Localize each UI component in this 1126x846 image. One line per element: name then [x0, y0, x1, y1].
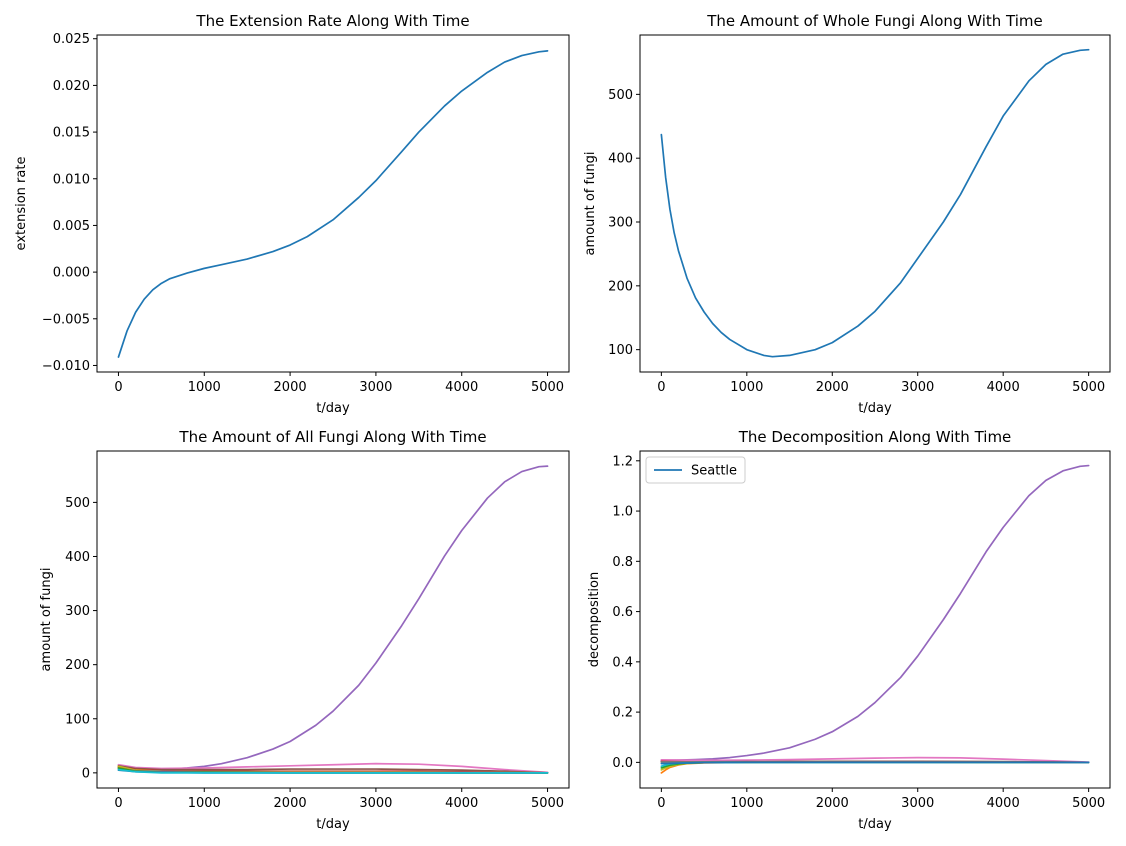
y-tick-label: 0.005 [53, 219, 90, 234]
y-tick-label: 0 [82, 766, 90, 781]
x-tick-label: 0 [657, 380, 665, 395]
x-tick-label: 2000 [816, 380, 849, 395]
y-tick-label: 300 [65, 604, 90, 619]
x-tick-label: 5000 [1072, 796, 1105, 811]
y-tick-label: 500 [65, 496, 90, 511]
y-tick-label: 200 [65, 658, 90, 673]
x-axis-label: t/day [858, 817, 892, 832]
x-tick-label: 4000 [987, 796, 1020, 811]
y-tick-label: 0.8 [612, 555, 633, 570]
series-line-3 [117, 764, 549, 774]
series-line-2 [117, 762, 549, 774]
x-tick-label: 4000 [445, 796, 478, 811]
series-line-2 [660, 756, 1090, 763]
series-line-1 [660, 48, 1090, 358]
x-tick-label: 2000 [274, 380, 307, 395]
y-axis-label: amount of fungi [583, 152, 598, 256]
y-tick-label: 300 [608, 216, 633, 231]
y-tick-label: −0.010 [42, 359, 90, 374]
x-tick-label: 2000 [816, 796, 849, 811]
y-tick-label: 0.0 [612, 756, 633, 771]
legend: Seattle [645, 456, 746, 484]
series-line-10 [117, 768, 549, 774]
legend-box [645, 456, 746, 484]
x-axis-label: t/day [316, 401, 350, 416]
y-tick-label: 400 [65, 550, 90, 565]
axes-frame [639, 450, 1111, 789]
y-tick-label: 0.025 [53, 32, 90, 47]
y-tick-label: 100 [608, 343, 633, 358]
y-tick-label: 500 [608, 88, 633, 103]
y-tick-label: −0.005 [42, 312, 90, 327]
axes-frame [96, 34, 570, 373]
x-tick-label: 1000 [188, 796, 221, 811]
x-tick-label: 3000 [901, 380, 934, 395]
x-tick-label: 4000 [987, 380, 1020, 395]
y-tick-label: 0.010 [53, 172, 90, 187]
x-tick-label: 5000 [531, 380, 564, 395]
y-tick-label: 1.0 [612, 505, 633, 520]
chart-all: 0 1000 2000 3000 4000 5000 0 100 200 300 400 500 The… [39, 428, 570, 832]
x-tick-label: 2000 [274, 796, 307, 811]
chart-title: The Decomposition Along With Time [738, 428, 1012, 446]
chart-title: The Extension Rate Along With Time [195, 12, 469, 30]
y-tick-label: 1.2 [612, 454, 633, 469]
series-line-10 [660, 761, 1090, 765]
x-tick-label: 3000 [359, 796, 392, 811]
y-axis-label: amount of fungi [39, 568, 54, 672]
y-tick-label: 0.4 [612, 655, 633, 670]
y-tick-label: 0.000 [53, 266, 90, 281]
x-tick-label: 1000 [730, 796, 763, 811]
axes-frame [96, 450, 570, 789]
x-tick-label: 1000 [188, 380, 221, 395]
x-axis-label: t/day [316, 817, 350, 832]
y-tick-label: 100 [65, 712, 90, 727]
chart-decomp: 0 1000 2000 3000 4000 5000 0.0 0.2 0.4 0.6 0.8 1.0 1… [587, 428, 1111, 832]
x-tick-label: 5000 [531, 796, 564, 811]
axes-frame [639, 34, 1111, 373]
x-tick-label: 5000 [1072, 380, 1105, 395]
y-tick-label: 0.020 [53, 79, 90, 94]
y-axis-label: extension rate [14, 157, 29, 251]
x-tick-label: 1000 [730, 380, 763, 395]
chart-ext: 0 1000 2000 3000 4000 5000 −0.010 −0.005 0.000 0.… [14, 12, 570, 416]
y-tick-label: 0.015 [53, 126, 90, 141]
x-tick-label: 3000 [901, 796, 934, 811]
x-axis-label: t/day [858, 401, 892, 416]
series-line-1 [660, 464, 1090, 762]
y-tick-label: 0.6 [612, 605, 633, 620]
y-axis-label: decomposition [587, 572, 602, 668]
series-line-3 [660, 761, 1090, 774]
series-line-1 [117, 50, 549, 358]
y-tick-label: 200 [608, 279, 633, 294]
x-tick-label: 0 [657, 796, 665, 811]
x-tick-label: 0 [114, 380, 122, 395]
chart-title: The Amount of All Fungi Along With Time [178, 428, 486, 446]
x-tick-label: 0 [114, 796, 122, 811]
y-tick-label: 400 [608, 152, 633, 167]
y-tick-label: 0.2 [612, 706, 633, 721]
legend-label: Seattle [691, 464, 737, 479]
chart-whole: 0 1000 2000 3000 4000 5000 100 200 300 400 500 The … [583, 12, 1111, 416]
x-tick-label: 4000 [445, 380, 478, 395]
x-tick-label: 3000 [359, 380, 392, 395]
chart-title: The Amount of Whole Fungi Along With Tim… [706, 12, 1043, 30]
series-line-1 [117, 465, 549, 771]
